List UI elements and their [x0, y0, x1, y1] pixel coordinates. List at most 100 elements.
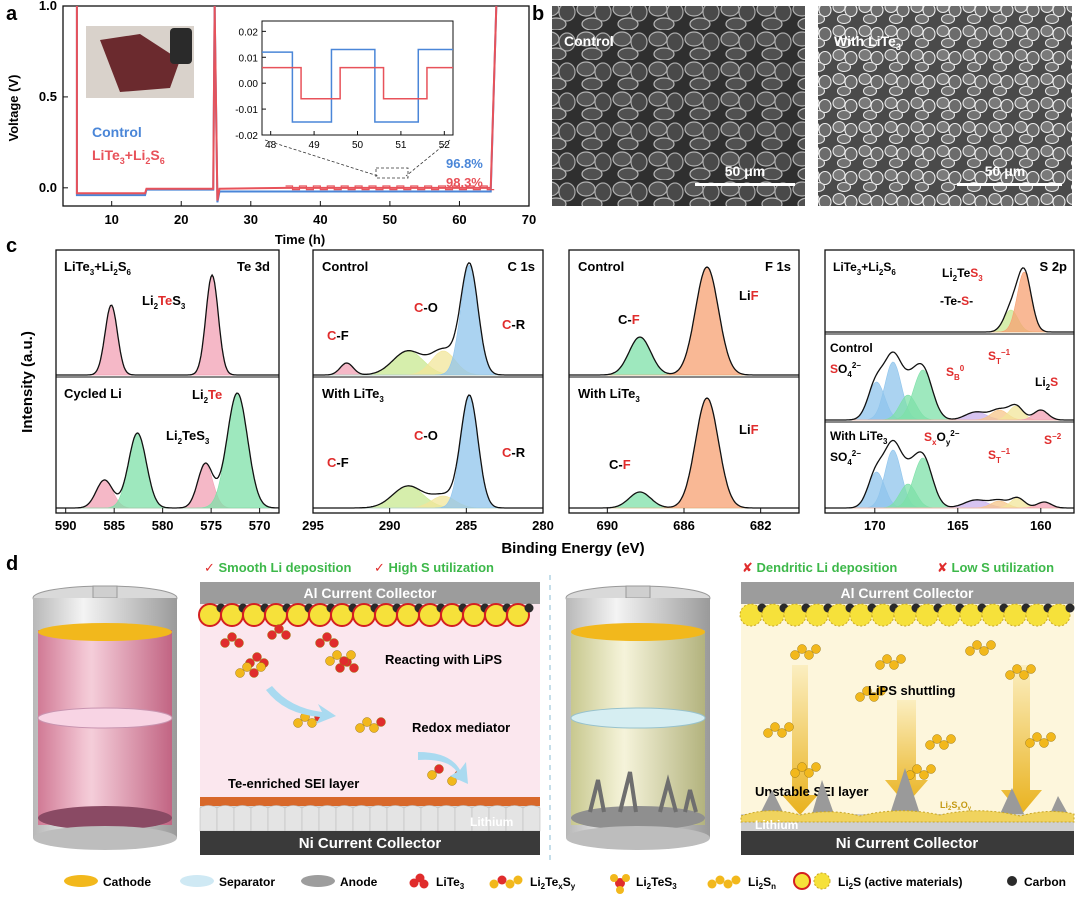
li2sn-chain [1032, 732, 1042, 742]
ce-lite: 98.3% [446, 175, 483, 190]
a-ytick-label: 1.0 [39, 0, 57, 13]
f1s-lif-bot: LiF [739, 422, 759, 437]
s2p-plot-peak-0 [825, 471, 1074, 509]
li2sn-chain [797, 644, 807, 654]
inset-xtick-label: 48 [265, 140, 277, 151]
battery-left-anode [38, 806, 172, 830]
inset-xtick-label: 49 [309, 140, 321, 151]
lithium-bump [352, 805, 371, 832]
s2p-st1-bot: ST−1 [988, 447, 1011, 465]
s2p-top-right: S 2p [1040, 259, 1068, 274]
left-check-1: ✓ Smooth Li deposition [204, 560, 351, 575]
a-ytick-label: 0.5 [39, 89, 57, 104]
inset-control-curve [262, 48, 453, 123]
li2sn-chain [882, 654, 892, 664]
li2sn-chain [912, 764, 922, 774]
lithium-bump [522, 805, 541, 832]
li2texsy-chain [355, 723, 365, 733]
battery-right [565, 585, 711, 850]
inset-ticks: 0.02 0.01 0.00 -0.01 -0.02 48 49 50 51 52 [235, 27, 450, 151]
li2sn-chain [926, 764, 936, 774]
c1s-plot-envelope [313, 394, 543, 509]
s2p-tes: -Te-S- [940, 294, 973, 308]
te-xticks: 590 585 580 575 570 [55, 508, 270, 533]
inset-curves [262, 48, 453, 123]
legend-control: Control [92, 124, 142, 140]
right-dendrites [760, 768, 1068, 814]
sem-control [552, 6, 805, 206]
li2texsy-chain [362, 717, 372, 727]
panel-b: Control With LiTe3 50 μm 50 μm [552, 6, 1072, 206]
right-arrow-3 [1001, 665, 1042, 815]
legend-cathode: Cathode [103, 875, 151, 889]
lite3-cluster [267, 630, 277, 640]
li2texsy-chain [325, 656, 335, 666]
lithium-bump [420, 805, 439, 832]
lithium-bump [369, 805, 388, 832]
legend-separator-icon [180, 875, 214, 887]
right-ni-label: Ni Current Collector [836, 835, 979, 852]
panel-a: Voltage (V) Time (h) 0.0 0.5 1.0 10 20 30 40 5… [6, 0, 536, 247]
te-plot-envelope [56, 392, 280, 509]
lithium-bump [233, 805, 252, 832]
panel-d-legend: Cathode Separator Anode LiTe3 Li2TexSy L… [64, 872, 1066, 894]
legend-li2sn-icon [707, 875, 741, 889]
sem-control-label: Control [564, 33, 614, 49]
a-xtick-label: 10 [104, 212, 118, 227]
legend-carbon-icon [1007, 876, 1017, 886]
li2sn-chain [784, 722, 794, 732]
li2sn-chain [1012, 664, 1022, 674]
c1s-plot-envelope [313, 261, 543, 376]
right-cathode-row [739, 603, 1075, 627]
right-note-2: Unstable SEI layer [755, 784, 868, 799]
battery-right-cathode [571, 623, 705, 641]
lithium-bump [386, 805, 405, 832]
li2texsy-chain [369, 723, 379, 733]
s2p-plot-envelope [825, 351, 1074, 421]
li2texsy-chain [242, 662, 252, 672]
scheme-right: ✘ Dendritic Li deposition ✘ Low S utiliz… [739, 560, 1075, 855]
li2sn-chain [804, 650, 814, 660]
right-cross-1: ✘ Dendritic Li deposition [742, 560, 897, 575]
legend-carbon: Carbon [1024, 875, 1066, 889]
sem-control-shade [552, 6, 805, 206]
panel-label-a: a [6, 3, 18, 25]
panel-a-ylabel: Voltage (V) [6, 75, 21, 142]
li2tes3-cluster [427, 770, 437, 780]
s2p-sb0: SB0 [946, 364, 965, 382]
battery-left [32, 585, 178, 850]
s2p-plot-peak-7 [825, 409, 1074, 421]
legend-li2sn: Li2Sn [748, 875, 776, 891]
c1s-frame [312, 249, 544, 514]
carbon-particle [1065, 603, 1075, 613]
te-plot-peak-0 [56, 304, 279, 376]
li2sn-chain [896, 654, 906, 664]
left-lithium-label: Lithium [470, 815, 513, 829]
c1s-cr-top: C-R [502, 317, 526, 332]
panel-c: Intensity (a.u.) Binding Energy (eV) LiT… [19, 249, 1075, 557]
f1s-xticks: 690 686 682 [596, 508, 772, 533]
c1s-co-top: C-O [414, 300, 438, 315]
left-sei-layer [200, 797, 540, 806]
legend-li2s-icon-a [793, 872, 811, 890]
f1s-plot-envelope [569, 266, 799, 376]
left-arrow-2 [418, 752, 468, 784]
legend-separator: Separator [219, 875, 275, 889]
li2sn-chain [972, 640, 982, 650]
a-lite-cycling-wave [285, 185, 495, 191]
lithium-bump [284, 805, 303, 832]
right-particles [763, 640, 1056, 780]
lite3-cluster [220, 638, 230, 648]
s2p-plot-peak-7 [825, 501, 1074, 509]
s2p-li2s: Li2S [1035, 375, 1058, 392]
li2sn-chain [869, 692, 879, 702]
inset-ytick-label: 0.02 [239, 27, 259, 38]
panel-label-c: c [6, 235, 17, 257]
f1s-ticks-label: 686 [673, 518, 695, 533]
scheme-left: ✓ Smooth Li deposition ✓ High S utilizat… [198, 560, 541, 855]
li2sn-chain [925, 740, 935, 750]
a-xtick-label: 30 [244, 212, 258, 227]
f1s-ticks-label: 682 [750, 518, 772, 533]
li2tes3-cluster [434, 764, 444, 774]
legend-li2s: Li2S (active materials) [838, 875, 963, 891]
